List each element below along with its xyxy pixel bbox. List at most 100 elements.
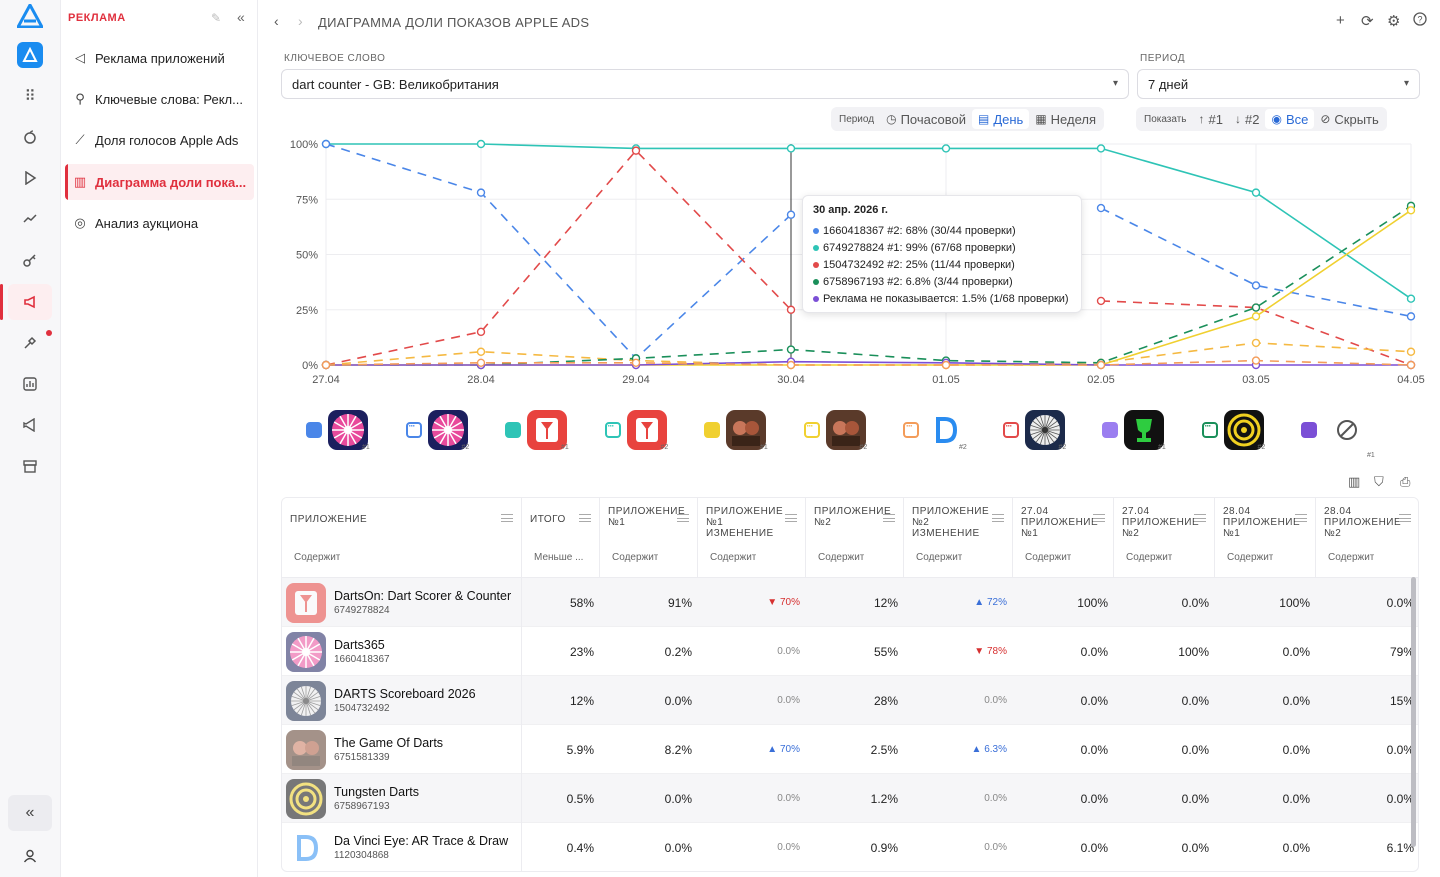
tools-icon[interactable] bbox=[8, 325, 52, 361]
column-filter-input[interactable]: Содержит bbox=[818, 552, 865, 563]
show-rank2-button[interactable]: ↓ #2 bbox=[1234, 111, 1260, 127]
column-header[interactable]: Приложение Содержит bbox=[282, 498, 522, 578]
y-tick-label: 75% bbox=[296, 194, 318, 206]
legend-app-icon bbox=[1327, 410, 1367, 450]
data-point bbox=[941, 144, 951, 153]
impression-share-chart[interactable]: 100% 75% 50% 25% 0% 27.04 28.04 29.04 30.04 01.05… bbox=[258, 134, 1440, 388]
column-header[interactable]: Приложение №1 изменение Содержит bbox=[698, 498, 806, 578]
column-header[interactable]: Итого Меньше ... bbox=[522, 498, 600, 578]
column-menu-icon[interactable] bbox=[1093, 514, 1105, 522]
column-header[interactable]: Приложение №1 Содержит bbox=[600, 498, 698, 578]
period-hourly-button[interactable]: ◷ Почасовой bbox=[886, 111, 966, 127]
column-filter-input[interactable]: Меньше ... bbox=[534, 552, 584, 563]
app-icon[interactable] bbox=[17, 42, 43, 68]
column-filter-input[interactable]: Содержит bbox=[916, 552, 963, 563]
column-menu-icon[interactable] bbox=[1399, 514, 1411, 522]
darts365-app-icon bbox=[286, 631, 326, 672]
table-row[interactable]: Tungsten Darts 6758967193 0.5% 0.0% 0.0% 1.2%… bbox=[282, 774, 1418, 823]
legend-swatch bbox=[903, 421, 919, 438]
collapse-rail-button[interactable]: « bbox=[8, 795, 52, 831]
play-icon[interactable] bbox=[8, 160, 52, 196]
add-icon[interactable]: + bbox=[1336, 12, 1345, 29]
gear-icon[interactable]: ⚙ bbox=[1387, 13, 1401, 30]
table-row[interactable]: Da Vinci Eye: AR Trace & Draw 1120304868 0… bbox=[282, 823, 1418, 871]
apple-icon[interactable] bbox=[8, 119, 52, 155]
table-row[interactable]: The Game Of Darts 6751581339 5.9% 8.2% ▲ 70%… bbox=[282, 725, 1418, 774]
export-icon[interactable]: ⎙ bbox=[1400, 474, 1411, 489]
show-all-button[interactable]: ◉ Все bbox=[1265, 109, 1315, 129]
column-filter-input[interactable]: Содержит bbox=[1126, 552, 1173, 563]
column-menu-icon[interactable] bbox=[883, 514, 895, 522]
app-name[interactable]: Darts365 bbox=[334, 637, 385, 652]
grid-icon[interactable]: ⠿ bbox=[24, 88, 36, 105]
column-menu-icon[interactable] bbox=[1295, 514, 1307, 522]
app-name[interactable]: Tungsten Darts bbox=[334, 784, 419, 799]
column-menu-icon[interactable] bbox=[579, 514, 591, 522]
hide-button[interactable]: ⊘ Скрыть bbox=[1320, 111, 1379, 127]
column-filter-input[interactable]: Содержит bbox=[1328, 552, 1375, 563]
sidebar-item-auction-analysis[interactable]: ◎ Анализ аукциона bbox=[65, 205, 254, 241]
dartson-app-icon bbox=[527, 410, 567, 450]
column-menu-icon[interactable] bbox=[501, 514, 513, 522]
column-filter-input[interactable]: Содержит bbox=[294, 552, 341, 563]
data-point bbox=[1251, 312, 1261, 321]
forward-arrow-icon[interactable]: › bbox=[298, 13, 303, 29]
show-toggle: Показать ↑ #1 ↓ #2 ◉ Все ⊘ Скрыть bbox=[1136, 107, 1387, 131]
megaphone-icon[interactable] bbox=[0, 284, 52, 320]
table-row[interactable]: Darts365 1660418367 23% 0.2% 0.0% 55% ▼ 78% 0.0… bbox=[282, 627, 1418, 676]
column-header[interactable]: 28.04 Приложение №2 Содержит bbox=[1316, 498, 1418, 578]
app-name[interactable]: DartsOn: Dart Scorer & Counter bbox=[334, 588, 512, 603]
back-arrow-icon[interactable]: ‹ bbox=[274, 13, 279, 29]
column-filter-input[interactable]: Содержит bbox=[1025, 552, 1072, 563]
data-point bbox=[941, 360, 951, 370]
tooltip-title: 30 апр. 2026 г. bbox=[813, 204, 888, 216]
logo-icon[interactable] bbox=[17, 4, 43, 28]
column-header[interactable]: Приложение №2 изменение Содержит bbox=[904, 498, 1013, 578]
app-name[interactable]: Da Vinci Eye: AR Trace & Draw bbox=[334, 833, 509, 848]
sidebar-item-label: Анализ аукциона bbox=[95, 215, 199, 231]
column-header[interactable]: Приложение №2 Содержит bbox=[806, 498, 904, 578]
table-cell: 5.9% bbox=[566, 742, 594, 757]
table-row[interactable]: DartsOn: Dart Scorer & Counter 6749278824… bbox=[282, 578, 1418, 627]
tungsten-app-icon bbox=[1223, 410, 1264, 450]
column-menu-icon[interactable] bbox=[677, 514, 689, 522]
show-rank1-button[interactable]: ↑ #1 bbox=[1198, 111, 1223, 127]
collapse-sidebar-icon[interactable]: « bbox=[237, 9, 245, 25]
column-menu-icon[interactable] bbox=[1194, 514, 1206, 522]
series-dot bbox=[813, 278, 819, 285]
column-menu-icon[interactable] bbox=[785, 514, 797, 522]
table-row[interactable]: DARTS Scoreboard 2026 1504732492 12% 0.0% 0.… bbox=[282, 676, 1418, 725]
column-menu-icon[interactable] bbox=[992, 514, 1004, 522]
column-filter-input[interactable]: Содержит bbox=[1227, 552, 1274, 563]
sidebar-item-share-of-voice[interactable]: ⟋ Доля голосов Apple Ads bbox=[65, 122, 254, 158]
refresh-icon[interactable]: ⟳ bbox=[1361, 13, 1374, 30]
filter-icon[interactable]: ⛉ bbox=[1374, 474, 1384, 489]
table-scrollbar[interactable] bbox=[1411, 577, 1416, 847]
app-name[interactable]: DARTS Scoreboard 2026 bbox=[334, 686, 476, 701]
column-header[interactable]: 27.04 Приложение №1 Содержит bbox=[1013, 498, 1114, 578]
period-day-button[interactable]: ▤ День bbox=[971, 109, 1030, 129]
column-filter-input[interactable]: Содержит bbox=[612, 552, 659, 563]
column-filter-input[interactable]: Содержит bbox=[710, 552, 757, 563]
period-week-button[interactable]: ▦ Неделя bbox=[1035, 111, 1097, 127]
edit-icon[interactable]: ✎ bbox=[211, 11, 222, 25]
legend-app-icon bbox=[626, 410, 667, 450]
key-icon[interactable] bbox=[8, 242, 52, 278]
column-header[interactable]: 28.04 Приложение №1 Содержит bbox=[1215, 498, 1316, 578]
trend-icon[interactable] bbox=[8, 201, 52, 237]
user-icon[interactable] bbox=[8, 838, 52, 874]
table-cell: 0.0% bbox=[1181, 840, 1209, 855]
help-icon[interactable]: ? bbox=[1413, 12, 1427, 30]
chart-icon[interactable] bbox=[8, 366, 52, 402]
keyword-select[interactable]: dart counter - GB: Великобритания ▾ bbox=[281, 69, 1129, 99]
sidebar-item-keywords[interactable]: ⚲ Ключевые слова: Рекл... bbox=[65, 81, 254, 117]
columns-icon[interactable]: ▥ bbox=[1348, 474, 1361, 489]
column-header[interactable]: 27.04 Приложение №2 Содержит bbox=[1114, 498, 1215, 578]
sidebar-item-impression-share-chart[interactable]: ▥ Диаграмма доли пока... bbox=[65, 164, 254, 200]
chevron-down-icon: ▾ bbox=[1403, 78, 1409, 89]
store-icon[interactable] bbox=[8, 448, 52, 484]
sidebar-item-app-ads[interactable]: ◁ Реклама приложений bbox=[65, 40, 254, 76]
app-name[interactable]: The Game Of Darts bbox=[334, 735, 444, 750]
period-select[interactable]: 7 дней ▾ bbox=[1137, 69, 1420, 99]
vscode-icon[interactable] bbox=[8, 407, 52, 443]
